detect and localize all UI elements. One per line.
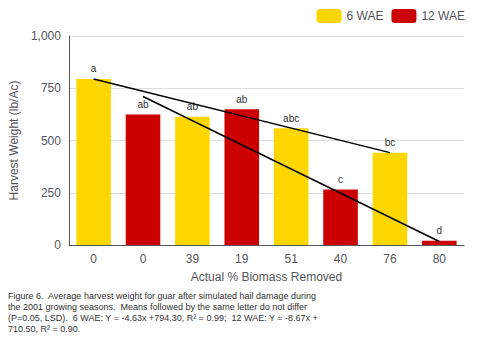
svg-text:500: 500 <box>41 134 61 148</box>
svg-text:51: 51 <box>284 252 298 266</box>
svg-text:ab: ab <box>236 94 248 105</box>
svg-text:40: 40 <box>334 252 348 266</box>
svg-text:ab: ab <box>186 101 198 113</box>
svg-text:the 2001 growing seasons. Mea: the 2001 growing seasons. Means followed… <box>8 302 307 312</box>
svg-text:750: 750 <box>41 81 61 95</box>
svg-text:Actual % Biomass Removed: Actual % Biomass Removed <box>191 270 342 284</box>
svg-text:Harvest Weight (lb/Ac): Harvest Weight (lb/Ac) <box>7 81 21 201</box>
svg-text:ab: ab <box>137 99 149 110</box>
svg-text:0: 0 <box>54 238 61 252</box>
svg-text:abc: abc <box>283 113 299 124</box>
svg-text:6 WAE: 6 WAE <box>347 9 384 23</box>
svg-text:d: d <box>437 225 443 236</box>
svg-text:19: 19 <box>235 252 249 266</box>
svg-text:Figure 6. Average harvest wei: Figure 6. Average harvest weight for gua… <box>8 291 316 301</box>
svg-text:12 WAE: 12 WAE <box>421 9 465 23</box>
svg-text:1,000: 1,000 <box>31 29 61 43</box>
svg-text:a: a <box>91 63 97 74</box>
svg-text:0: 0 <box>140 252 147 266</box>
svg-text:bc: bc <box>385 137 396 148</box>
svg-text:(P=0.05, LSD). 6 WAE: Y = -4.: (P=0.05, LSD). 6 WAE: Y = -4.63x +794.30… <box>8 313 318 323</box>
svg-text:39: 39 <box>186 252 200 266</box>
svg-text:0: 0 <box>90 252 97 266</box>
svg-text:c: c <box>338 174 343 185</box>
svg-text:710.50, R² = 0.90.: 710.50, R² = 0.90. <box>8 324 80 334</box>
svg-text:250: 250 <box>41 186 61 200</box>
svg-text:80: 80 <box>433 252 447 266</box>
svg-text:76: 76 <box>383 252 397 266</box>
